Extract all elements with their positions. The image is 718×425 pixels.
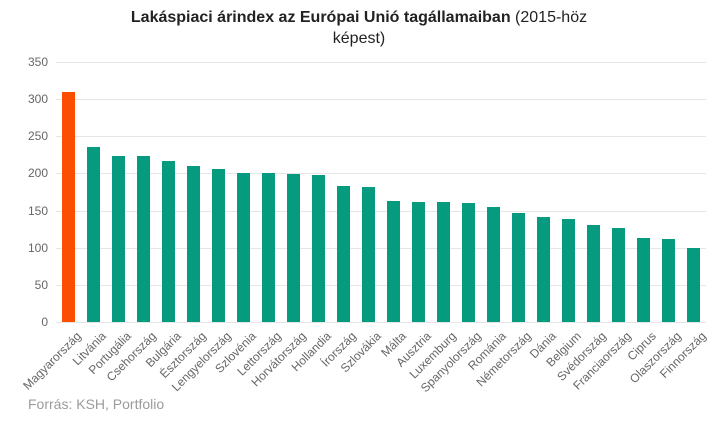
bar-Spanyolország (462, 203, 475, 322)
bar-Szlovákia (362, 187, 375, 322)
y-tick-label-250: 250 (27, 129, 48, 144)
gridline-200 (56, 173, 706, 175)
bar-Portugália (112, 156, 125, 322)
chart-title-suffix-line2: képest) (332, 30, 386, 47)
source-note: Forrás: KSH, Portfolio (28, 396, 165, 412)
bar-Lengyelország (212, 169, 225, 322)
gridline-350 (56, 62, 706, 63)
bar-Finnország (687, 248, 700, 322)
plot-area (56, 62, 706, 323)
bar-Olaszország (662, 239, 675, 322)
bar-Dánia (537, 217, 550, 322)
bar-Szlovénia (237, 173, 250, 322)
gridline-100 (56, 247, 706, 249)
gridline-150 (56, 210, 706, 212)
y-tick-label-150: 150 (27, 203, 48, 218)
bar-Bulgária (162, 161, 175, 322)
bar-Ciprus (637, 238, 650, 322)
bar-Észtország (187, 166, 200, 322)
gridline-300 (56, 99, 706, 101)
chart-title-suffix: (2015-höz (515, 9, 588, 26)
gridline-250 (56, 136, 706, 138)
bar-Horvátország (287, 174, 300, 322)
bar-Hollandia (312, 175, 325, 322)
y-tick-label-50: 50 (34, 277, 48, 292)
gridline-50 (56, 284, 706, 286)
chart-title-main: Lakáspiaci árindex az Európai Unió tagál… (130, 9, 511, 26)
y-tick-label-350: 350 (27, 55, 48, 69)
y-tick-label-100: 100 (27, 240, 48, 255)
bar-Lettország (262, 173, 275, 322)
bar-Luxemburg (437, 202, 450, 322)
bar-Málta (387, 201, 400, 322)
y-tick-label-300: 300 (27, 92, 48, 107)
bar-Románia (487, 207, 500, 322)
bar-Magyarország (62, 92, 75, 322)
y-tick-label-0: 0 (41, 315, 48, 329)
y-tick-label-200: 200 (27, 166, 48, 181)
bar-Belgium (562, 219, 575, 322)
chart-title: Lakáspiaci árindex az Európai Unió tagál… (0, 7, 718, 49)
bar-Ausztria (412, 202, 425, 322)
bar-Svédország (587, 225, 600, 322)
bar-Csehország (137, 156, 150, 322)
bar-Litvánia (87, 147, 100, 322)
bar-Németország (512, 213, 525, 322)
bar-Írország (337, 186, 350, 322)
bar-Franciaország (612, 228, 625, 322)
